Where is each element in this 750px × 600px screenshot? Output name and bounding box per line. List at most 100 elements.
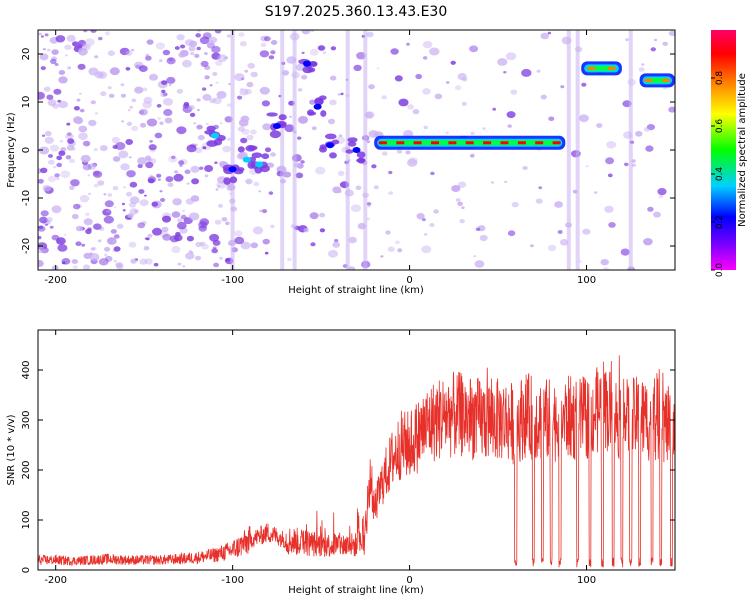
spectrogram-speckle bbox=[82, 264, 91, 270]
spectrogram-speckle bbox=[126, 170, 136, 178]
spectrogram-speckle bbox=[470, 131, 475, 135]
spectrogram-speckle bbox=[93, 247, 97, 250]
spectrogram-speckle bbox=[56, 237, 66, 245]
spectrogram-speckle bbox=[196, 98, 201, 102]
spectrogram-speckle bbox=[511, 201, 519, 208]
spectrogram-speckle bbox=[90, 30, 97, 33]
spectrogram-speckle bbox=[298, 116, 308, 124]
spectrogram-speckle bbox=[381, 151, 388, 156]
spectrogram-speckle bbox=[82, 163, 92, 171]
spectrogram-streak bbox=[566, 30, 571, 270]
spectrogram-speckle bbox=[57, 244, 68, 252]
snr-x-tick-label: -100 bbox=[221, 575, 244, 586]
spectrogram-speckle bbox=[61, 261, 66, 265]
spectrogram-speckle bbox=[151, 201, 159, 207]
spectrogram-band-peak bbox=[448, 141, 457, 145]
spectrogram-speckle bbox=[212, 72, 218, 76]
spectrogram-speckle bbox=[337, 93, 341, 96]
spectrogram-speckle bbox=[83, 30, 88, 33]
spectrogram-speckle bbox=[77, 44, 83, 49]
spectrogram-speckle bbox=[234, 73, 245, 82]
snr-panel: -200 -100 0 100 0 100 200 300 400 Height of stra… bbox=[6, 329, 676, 596]
spectrogram-band-peak bbox=[413, 141, 422, 145]
spectrogram-speckle bbox=[51, 205, 62, 214]
spectrogram-speckle bbox=[538, 186, 542, 190]
spectrogram-speckle bbox=[234, 230, 243, 237]
spectrogram-streak bbox=[363, 30, 368, 270]
spectrogram-speckle bbox=[581, 82, 587, 87]
spectrogram-speckle bbox=[445, 81, 450, 84]
spectrogram-speckle bbox=[98, 36, 103, 41]
spectrogram-speckle bbox=[38, 259, 44, 268]
spectrogram-speckle bbox=[507, 230, 516, 237]
spectrogram-speckle bbox=[74, 117, 84, 125]
spectrogram-speckle bbox=[185, 198, 194, 205]
spectrogram-blob bbox=[318, 95, 327, 101]
spectrogram-speckle bbox=[66, 34, 76, 42]
spectrogram-speckle bbox=[222, 145, 232, 153]
spectrogram-speckle bbox=[245, 178, 253, 185]
spectrogram-speckle bbox=[88, 67, 99, 76]
spectrogram-speckle bbox=[93, 147, 99, 152]
spectrogram-speckle bbox=[218, 204, 223, 208]
spectrogram-speckle bbox=[497, 58, 508, 66]
spectrogram-speckle bbox=[84, 38, 95, 46]
spectrogram-feature-point bbox=[242, 156, 251, 163]
spectrogram-blob bbox=[307, 111, 317, 116]
spectrogram-speckle bbox=[469, 45, 479, 53]
spectrogram-speckle bbox=[78, 48, 88, 56]
spectrogram-band-peak bbox=[431, 141, 439, 145]
spectrogram-speckle bbox=[139, 258, 148, 265]
colorbar-tick-label: 0.8 bbox=[715, 71, 725, 86]
spectrogram-speckle bbox=[219, 122, 223, 125]
spectrogram-speckle bbox=[75, 225, 84, 232]
snr-x-label: Height of straight line (km) bbox=[288, 585, 424, 596]
spectrogram-speckle bbox=[39, 53, 49, 61]
spectrogram-speckle bbox=[202, 32, 212, 39]
spectrogram-blob bbox=[213, 138, 223, 146]
spectrogram-speckle bbox=[204, 174, 209, 178]
spectrogram-speckle bbox=[188, 45, 196, 52]
spectrogram-speckle bbox=[421, 245, 432, 254]
spectrogram-speckle bbox=[159, 121, 164, 125]
spectrogram-speckle bbox=[138, 65, 148, 72]
spectrogram-speckle bbox=[196, 124, 203, 130]
spectrogram-speckle bbox=[183, 102, 190, 107]
spectrogram-speckle bbox=[479, 234, 488, 242]
spectrogram-speckle bbox=[78, 132, 88, 140]
spectrogram-speckle bbox=[474, 260, 485, 268]
spectrogram-speckle bbox=[122, 209, 126, 212]
spectrogram-speckle bbox=[113, 206, 117, 209]
spectrogram-speckle bbox=[259, 86, 270, 95]
spectrogram-speckle bbox=[310, 242, 316, 247]
spectrogram-blob bbox=[319, 144, 327, 150]
spectrogram-speckle bbox=[115, 142, 126, 150]
spectrogram-speckle bbox=[215, 188, 219, 191]
spectrogram-speckle bbox=[176, 221, 187, 230]
spectrogram-band-peak bbox=[644, 78, 653, 82]
spectrogram-y-tick-label: -10 bbox=[21, 190, 32, 206]
spectrogram-speckle bbox=[239, 41, 247, 47]
spectrogram-speckle bbox=[206, 42, 215, 49]
spectrogram-speckle bbox=[147, 178, 155, 184]
spectrogram-speckle bbox=[120, 93, 126, 98]
spectrogram-speckle bbox=[173, 234, 183, 242]
spectrogram-speckle bbox=[178, 160, 185, 166]
colorbar-label: Normalized spectral amplitude bbox=[737, 73, 748, 227]
spectrogram-speckle bbox=[600, 259, 609, 266]
spectrogram-speckle bbox=[149, 174, 153, 178]
spectrogram-speckle bbox=[204, 75, 210, 80]
spectrogram-speckle bbox=[103, 215, 114, 224]
spectrogram-speckle bbox=[138, 189, 145, 194]
spectrogram-speckle bbox=[205, 122, 209, 126]
spectrogram-speckle bbox=[85, 228, 92, 235]
spectrogram-speckle bbox=[79, 92, 82, 95]
spectrogram-speckle bbox=[554, 201, 563, 208]
spectrogram-speckle bbox=[85, 212, 90, 216]
spectrogram-speckle bbox=[177, 262, 182, 266]
spectrogram-speckle bbox=[186, 235, 194, 242]
spectrogram-speckle bbox=[237, 95, 243, 100]
spectrogram-blob bbox=[345, 149, 354, 154]
spectrogram-speckle bbox=[492, 107, 497, 111]
spectrogram-speckle bbox=[182, 59, 192, 68]
